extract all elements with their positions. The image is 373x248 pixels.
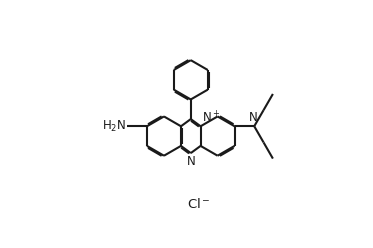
Text: N: N	[249, 111, 258, 124]
Text: N$^+$: N$^+$	[201, 110, 220, 125]
Text: N: N	[186, 155, 195, 168]
Text: Cl$^-$: Cl$^-$	[186, 197, 210, 211]
Text: H$_2$N: H$_2$N	[101, 119, 126, 134]
